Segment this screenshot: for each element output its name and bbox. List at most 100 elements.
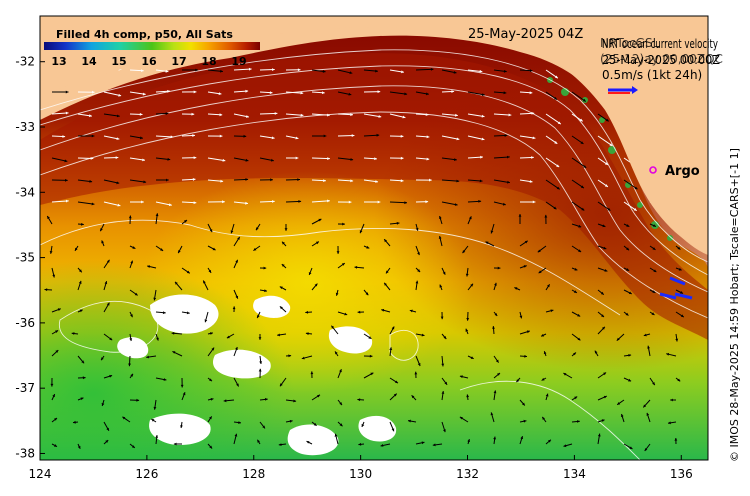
- current-vector-head: [563, 444, 567, 448]
- current-vector: [103, 113, 120, 117]
- current-vector-head: [389, 347, 393, 350]
- current-vector-head: [313, 423, 317, 426]
- current-vector-head: [300, 91, 304, 95]
- current-vector-head: [617, 402, 621, 405]
- current-vector-head: [479, 179, 483, 183]
- current-vector-head: [156, 337, 159, 341]
- current-vector-head: [66, 199, 69, 203]
- x-tick-label: 130: [349, 467, 372, 481]
- current-vector-head: [180, 384, 184, 388]
- current-vector: [51, 112, 69, 115]
- shelf-current-arrows: [659, 276, 693, 300]
- current-vector-head: [134, 292, 138, 296]
- current-vector-head: [167, 157, 171, 161]
- current-vector-head: [507, 155, 510, 159]
- current-vector-head: [322, 70, 326, 73]
- current-vector-head: [494, 282, 497, 286]
- current-vector-head: [573, 290, 577, 293]
- current-vector-head: [209, 416, 212, 420]
- current-vector-head: [497, 266, 501, 270]
- current-vector-head: [577, 337, 581, 341]
- current-vector-head: [467, 439, 470, 442]
- current-vector-head: [281, 264, 285, 267]
- current-vector-head: [322, 91, 325, 95]
- current-vector-head: [341, 263, 345, 266]
- current-vector-head: [116, 137, 120, 140]
- current-vector-head: [305, 332, 309, 336]
- current-vector-head: [279, 286, 283, 290]
- current-vector: [545, 113, 562, 125]
- current-vector-head: [131, 445, 135, 448]
- current-vector-head: [246, 115, 249, 118]
- current-vector-head: [604, 162, 608, 165]
- current-vector-head: [375, 180, 378, 183]
- current-vector-head: [203, 280, 206, 284]
- current-vector-head: [490, 230, 494, 234]
- current-vector-head: [81, 360, 85, 364]
- current-vector-head: [481, 93, 485, 96]
- current-vector-head: [65, 178, 68, 182]
- argo-float-marker: [649, 166, 657, 174]
- current-vector-head: [354, 265, 358, 269]
- current-vector: [441, 179, 460, 182]
- current-vector-head: [274, 112, 278, 115]
- current-vector-head: [167, 89, 170, 93]
- current-vector-head: [80, 397, 84, 401]
- current-vector-head: [235, 259, 238, 263]
- current-vector-head: [519, 315, 523, 319]
- current-vector-head: [92, 90, 95, 94]
- current-vector-head: [628, 354, 632, 357]
- current-vector-head: [554, 141, 558, 144]
- current-vector-head: [89, 179, 93, 183]
- current-vector-head: [574, 396, 578, 400]
- current-vector-head: [79, 309, 83, 313]
- current-vector-head: [516, 379, 520, 383]
- current-vector-head: [377, 90, 381, 94]
- current-vector-head: [573, 352, 576, 356]
- current-vector-head: [130, 373, 133, 377]
- current-vector-head: [652, 247, 656, 250]
- current-vector: [571, 157, 587, 169]
- current-vector-head: [514, 287, 518, 290]
- current-vector-head: [646, 412, 650, 416]
- current-vector-head: [439, 216, 442, 219]
- current-vector-head: [507, 180, 510, 184]
- current-vector-head: [155, 213, 159, 217]
- current-vector-head: [342, 222, 345, 226]
- current-vector-head: [438, 236, 442, 239]
- land-polygon: [340, 16, 708, 255]
- current-vector-head: [376, 133, 380, 137]
- current-vector-head: [628, 378, 632, 382]
- current-vector: [311, 200, 330, 203]
- current-vector-head: [455, 113, 458, 117]
- current-vector-head: [400, 156, 404, 160]
- current-vector-head: [375, 69, 378, 73]
- current-vector-head: [73, 420, 76, 424]
- current-vector-head: [89, 114, 92, 118]
- current-vector: [467, 135, 485, 141]
- current-vector-head: [666, 352, 670, 356]
- current-vector-head: [384, 282, 387, 286]
- current-vector-head: [508, 113, 512, 117]
- current-vector-head: [350, 113, 353, 117]
- current-vector-head: [173, 442, 177, 446]
- current-vector: [415, 68, 434, 71]
- current-vector-head: [193, 201, 197, 205]
- current-vector-head: [400, 179, 404, 183]
- current-vector-head: [532, 200, 536, 204]
- current-vector-head: [195, 68, 198, 72]
- current-vector-head: [277, 333, 280, 337]
- current-vector-head: [603, 372, 607, 376]
- current-vector: [545, 179, 560, 190]
- current-vector: [207, 157, 226, 162]
- current-vector-head: [165, 112, 169, 115]
- current-vector-head: [331, 325, 335, 329]
- y-tick-label: -34: [15, 185, 35, 199]
- current-vector-head: [395, 380, 398, 384]
- x-axis: 124 126 128 130 132 134 136: [29, 455, 693, 481]
- current-vector-head: [466, 318, 470, 321]
- current-vector-head: [414, 371, 418, 375]
- current-vector-head: [116, 114, 120, 118]
- current-vector: [311, 113, 330, 116]
- current-vector-head: [234, 433, 238, 437]
